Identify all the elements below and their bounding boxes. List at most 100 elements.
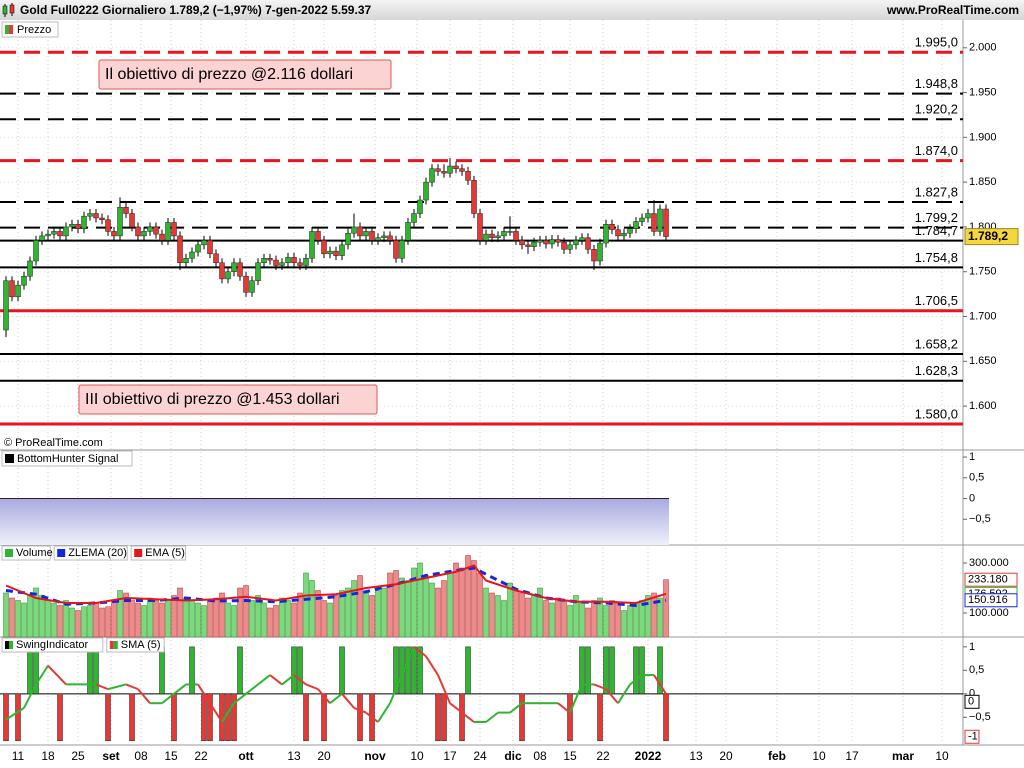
candle-body	[645, 213, 651, 219]
y-tick-label: 1.650	[969, 355, 997, 367]
y-tick-label: 0,5	[969, 664, 984, 676]
x-tick-label: 10	[812, 749, 826, 763]
last-value-box	[964, 593, 1018, 608]
swing-bar	[87, 646, 93, 695]
sma-segment	[293, 674, 307, 686]
swing-bar	[237, 646, 243, 695]
candle-body	[225, 271, 231, 280]
candle-body	[357, 226, 363, 237]
candle-body	[135, 226, 141, 237]
y-tick-label: 0	[969, 688, 975, 700]
swing-bar	[639, 646, 645, 695]
annotation-box	[98, 59, 392, 90]
sma-segment	[95, 683, 109, 691]
volume-bar	[579, 602, 585, 638]
candle-body	[447, 165, 453, 174]
candle-body	[621, 232, 627, 237]
volume-bar	[621, 610, 627, 638]
last-price-label: 1.789,2	[968, 229, 1008, 243]
sma-segment	[35, 665, 49, 685]
price-level-label: 1.948,8	[915, 76, 958, 91]
candle-body	[393, 240, 399, 259]
legend-swatch	[9, 25, 13, 34]
swing-bar	[159, 646, 165, 695]
candle-body	[345, 232, 351, 246]
indicator-line	[5, 564, 667, 605]
annotation-box	[78, 384, 378, 415]
volume-bar	[123, 592, 129, 638]
volume-bar	[549, 602, 555, 638]
legend-box	[1, 637, 104, 653]
y-tick-label: 0	[969, 492, 975, 504]
candle-body	[399, 240, 405, 259]
volume-bar	[243, 585, 249, 638]
candle-body	[411, 213, 417, 223]
x-tick-label: 17	[443, 749, 457, 763]
volume-bar	[627, 605, 633, 638]
header-site[interactable]: www.ProRealTime.com	[886, 3, 1019, 17]
volume-bar	[201, 605, 207, 638]
copyright: © ProRealTime.com	[4, 437, 103, 449]
legend-label: SMA (5)	[121, 639, 161, 651]
legend-label: EMA (5)	[145, 547, 185, 559]
volume-bar	[147, 597, 153, 638]
swing-bar	[93, 646, 99, 695]
volume-bar	[615, 602, 621, 638]
volume-bar	[501, 600, 507, 638]
candle-body	[429, 168, 435, 183]
price-level-label: 1.754,8	[915, 250, 958, 265]
volume-bar	[249, 600, 255, 638]
swing-bar	[519, 693, 525, 742]
volume-bar	[561, 600, 567, 638]
sma-segment	[269, 674, 283, 686]
legend-label: ZLEMA (20)	[68, 547, 127, 559]
swing-bar	[579, 646, 585, 695]
volume-bar	[495, 595, 501, 638]
sma-segment	[161, 693, 175, 704]
swing-bar	[393, 646, 399, 695]
volume-bar	[303, 572, 309, 638]
swing-bar	[441, 693, 447, 742]
volume-bar	[309, 580, 315, 638]
last-value-label: -1	[968, 731, 978, 743]
candle-body	[369, 231, 375, 241]
sma-segment	[257, 674, 271, 686]
candle-body	[537, 240, 543, 243]
volume-bar	[135, 602, 141, 638]
volume-bar	[3, 592, 9, 638]
swing-bar	[189, 646, 195, 695]
volume-bar	[225, 602, 231, 638]
legend-box	[53, 545, 128, 561]
candle-body	[147, 226, 153, 232]
price-level-label: 1.580,0	[915, 406, 958, 421]
swing-bar	[465, 646, 471, 695]
sma-segment	[5, 707, 25, 721]
volume-bar	[537, 587, 543, 638]
candle-body	[591, 249, 597, 262]
volume-bar	[39, 595, 45, 638]
candle-body	[375, 237, 381, 241]
sma-segment	[425, 655, 439, 676]
grid	[0, 20, 967, 745]
sma-segment	[365, 711, 379, 723]
y-tick-label: −0,5	[969, 711, 991, 723]
swing-bar	[57, 693, 63, 742]
x-tick-label: 17	[845, 749, 859, 763]
price-level-label: 1.874,0	[915, 143, 958, 158]
sma-segment	[593, 683, 607, 691]
volume-bar	[333, 595, 339, 638]
volume-bar	[273, 605, 279, 638]
volume-bar	[525, 597, 531, 638]
sma-segment	[401, 646, 415, 676]
swing-bar	[231, 693, 237, 742]
swing-bar	[603, 646, 609, 695]
sma-segment	[209, 702, 223, 723]
volume-bar	[27, 594, 33, 638]
volume-bar	[663, 579, 669, 638]
volume-bar	[441, 580, 447, 638]
sma-segment	[197, 683, 211, 704]
x-tick-label: 2022	[635, 749, 662, 763]
sma-segment	[617, 683, 631, 704]
volume-bar	[219, 592, 225, 638]
candle-body	[507, 231, 513, 233]
